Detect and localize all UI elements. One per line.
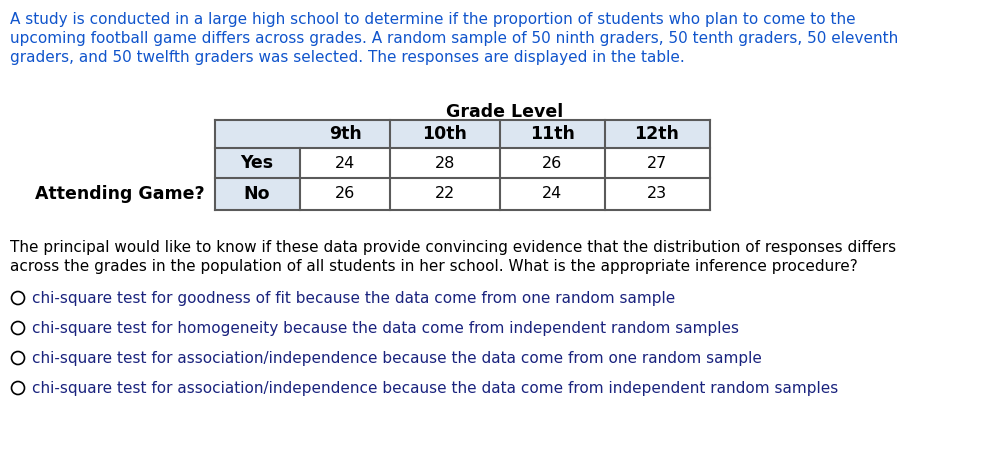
Text: 10th: 10th [423, 125, 468, 143]
Text: 24: 24 [542, 187, 562, 202]
Text: 12th: 12th [635, 125, 679, 143]
Text: No: No [244, 185, 270, 203]
Text: chi-square test for homogeneity because the data come from independent random sa: chi-square test for homogeneity because … [32, 321, 739, 336]
Text: A study is conducted in a large high school to determine if the proportion of st: A study is conducted in a large high sch… [10, 12, 855, 27]
Text: 9th: 9th [328, 125, 362, 143]
Text: Grade Level: Grade Level [446, 103, 563, 121]
Text: Yes: Yes [241, 154, 273, 172]
Text: 24: 24 [335, 155, 355, 170]
Text: chi-square test for association/independence because the data come from one rand: chi-square test for association/independ… [32, 351, 763, 366]
Bar [215, 120, 710, 148]
Bar [215, 178, 300, 210]
Text: 23: 23 [647, 187, 667, 202]
Text: 27: 27 [647, 155, 667, 170]
Text: 22: 22 [434, 187, 455, 202]
Text: upcoming football game differs across grades. A random sample of 50 ninth grader: upcoming football game differs across gr… [10, 31, 898, 46]
Text: 28: 28 [434, 155, 455, 170]
Bar [215, 148, 300, 178]
Text: chi-square test for goodness of fit because the data come from one random sample: chi-square test for goodness of fit beca… [32, 291, 675, 306]
Text: graders, and 50 twelfth graders was selected. The responses are displayed in the: graders, and 50 twelfth graders was sele… [10, 50, 685, 65]
Text: 26: 26 [542, 155, 562, 170]
Text: chi-square test for association/independence because the data come from independ: chi-square test for association/independ… [32, 380, 838, 395]
Text: Attending Game?: Attending Game? [35, 185, 204, 203]
Text: 26: 26 [335, 187, 355, 202]
Text: across the grades in the population of all students in her school. What is the a: across the grades in the population of a… [10, 259, 858, 274]
Text: 11th: 11th [530, 125, 574, 143]
Text: The principal would like to know if these data provide convincing evidence that : The principal would like to know if thes… [10, 240, 896, 255]
